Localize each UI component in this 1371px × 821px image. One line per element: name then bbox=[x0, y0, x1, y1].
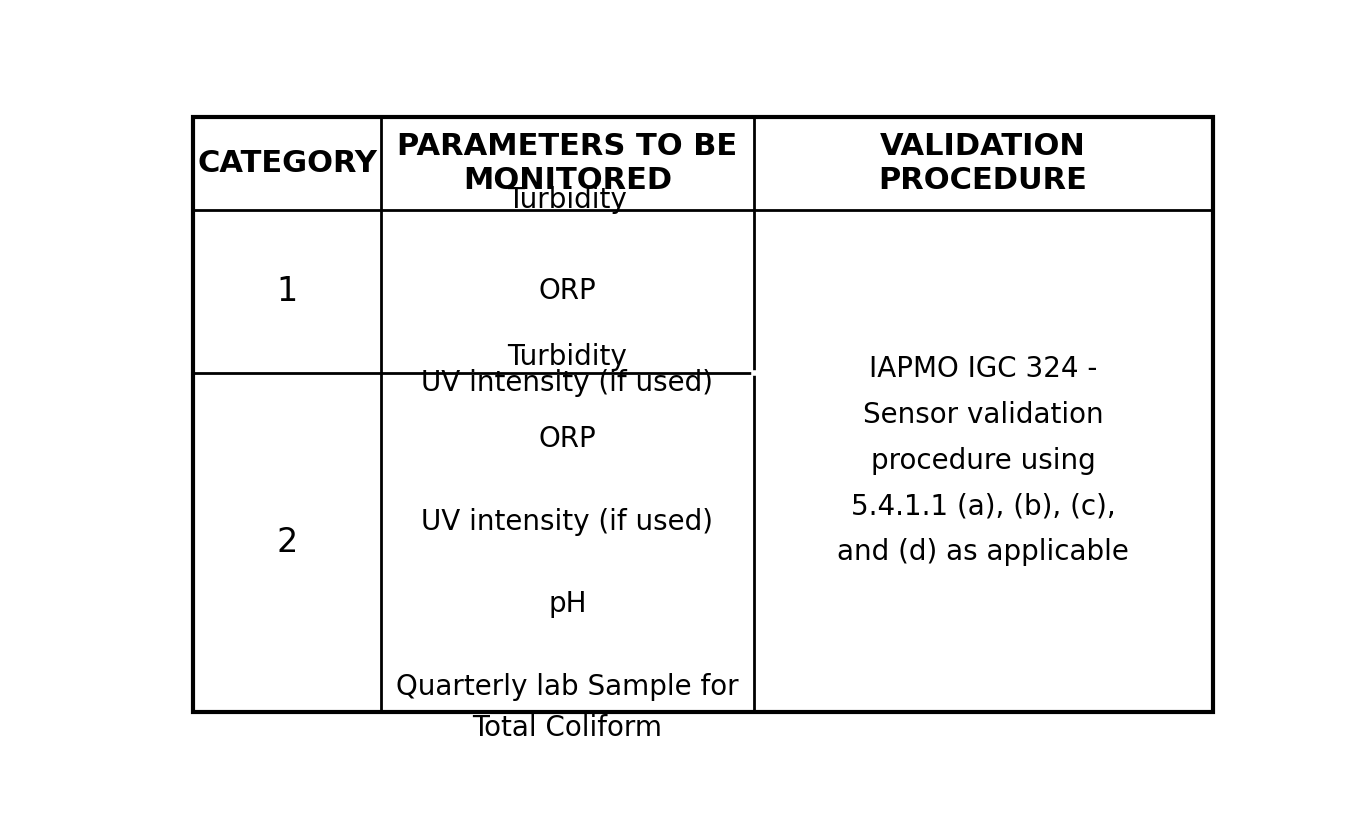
Text: Turbidity

ORP

UV intensity (if used)

pH

Quarterly lab Sample for
Total Colif: Turbidity ORP UV intensity (if used) pH … bbox=[396, 343, 739, 741]
Text: PARAMETERS TO BE
MONITORED: PARAMETERS TO BE MONITORED bbox=[398, 132, 738, 195]
Text: CATEGORY: CATEGORY bbox=[197, 149, 377, 178]
Text: VALIDATION
PROCEDURE: VALIDATION PROCEDURE bbox=[879, 132, 1087, 195]
Text: 1: 1 bbox=[277, 275, 298, 308]
Text: IAPMO IGC 324 -
Sensor validation
procedure using
5.4.1.1 (a), (b), (c),
and (d): IAPMO IGC 324 - Sensor validation proced… bbox=[838, 355, 1130, 566]
Text: Turbidity

ORP

UV intensity (if used): Turbidity ORP UV intensity (if used) bbox=[421, 186, 713, 397]
Text: 2: 2 bbox=[277, 526, 298, 559]
